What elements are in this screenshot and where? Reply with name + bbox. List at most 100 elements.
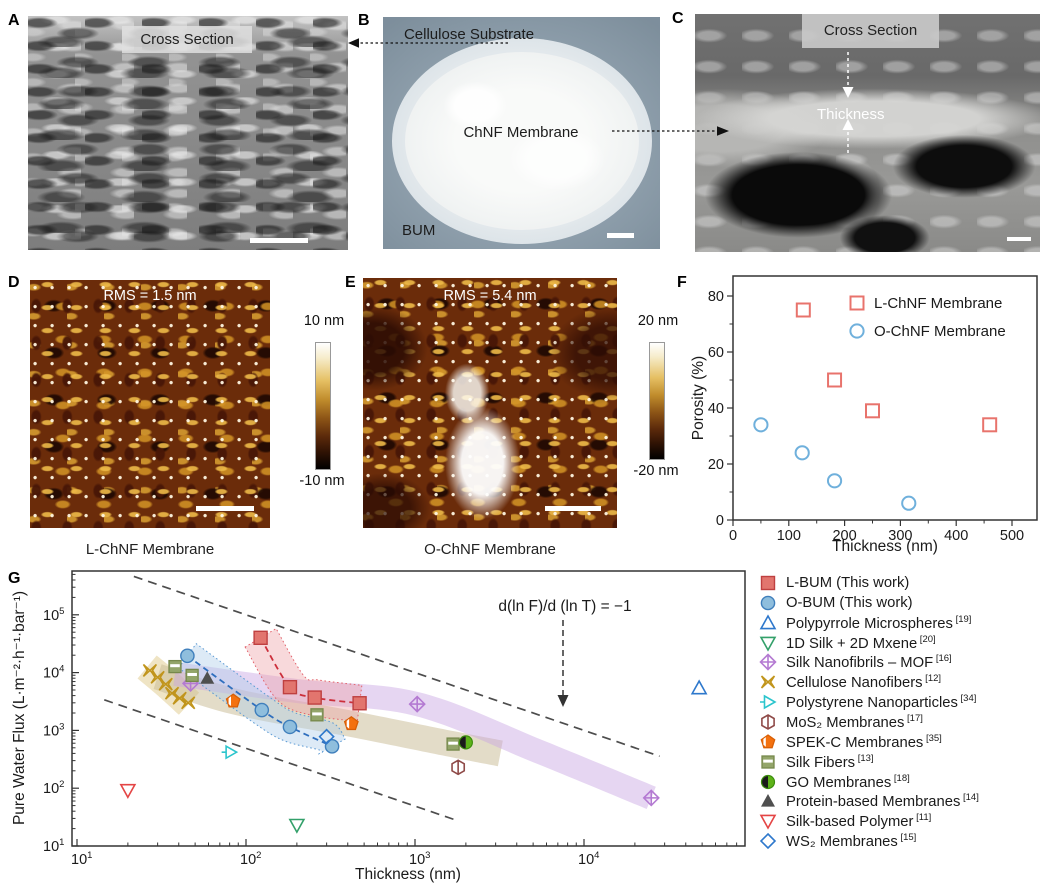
svg-text:L-ChNF Membrane: L-ChNF Membrane — [874, 295, 1002, 312]
square-filled-icon — [760, 575, 776, 591]
x-star-icon — [760, 675, 776, 689]
triangle-right-tail-icon — [221, 744, 239, 760]
series-l-chnf-membrane — [795, 302, 998, 433]
x-star-icon — [142, 663, 158, 678]
membrane-photo: Cellulose Substrate ChNF Membrane BUM — [383, 17, 660, 249]
legend-marker — [760, 595, 776, 611]
legend-item-ws2: WS₂ Membranes [15] — [758, 831, 916, 851]
axes: 0 100 200 300 400 500 0 20 40 60 80 — [708, 275, 1038, 544]
open-square-icon — [827, 372, 843, 388]
open-square-icon — [865, 403, 880, 419]
legend-label: MoS₂ Membranes [17] — [786, 712, 923, 731]
height-colorbar — [649, 342, 665, 460]
x-axis-title: Thickness (nm) — [355, 866, 461, 883]
svg-text:200: 200 — [832, 528, 856, 544]
x-star-icon — [172, 691, 187, 705]
legend-label: Silk Fibers [13] — [786, 752, 874, 771]
triangle-right-tail-icon — [760, 694, 777, 710]
membrane-disc — [405, 52, 639, 230]
height-colorbar — [315, 342, 331, 470]
scale-bar — [250, 238, 308, 243]
series-silk-fibers — [168, 659, 460, 751]
slope-annotation: d(ln F)/d (ln T) = −1 — [498, 598, 632, 707]
legend-item-spekc: SPEK-C Membranes [35] — [758, 732, 942, 752]
legend-item-snf-mof: Silk Nanofibrils – MOF [16] — [758, 652, 952, 672]
svg-text:102: 102 — [240, 850, 261, 868]
svg-text:101: 101 — [71, 850, 92, 868]
circle-filled-icon — [324, 739, 340, 754]
hexagon-vline-icon — [451, 759, 466, 776]
diamond-cross-icon — [408, 695, 426, 713]
svg-text:101: 101 — [43, 837, 64, 855]
scale-bar — [196, 506, 254, 511]
panel-a-letter: A — [8, 12, 20, 29]
legend-item-silk-mxene: 1D Silk + 2D Mxene [20] — [758, 633, 936, 653]
legend: L-ChNF Membrane O-ChNF Membrane — [849, 295, 1006, 340]
legend-item-go: GO Membranes [18] — [758, 772, 910, 792]
svg-text:0: 0 — [716, 513, 724, 529]
svg-text:105: 105 — [43, 606, 64, 624]
triangle-down-open-icon — [759, 636, 777, 652]
band-obum-halo — [177, 643, 346, 755]
svg-text:104: 104 — [43, 664, 64, 682]
panel-b-letter: B — [358, 12, 370, 29]
triangle-filled-icon — [761, 794, 775, 807]
series-go — [458, 735, 473, 750]
afm-image-o-chnf — [363, 278, 617, 528]
legend-item-lbum: L-BUM (This work) — [758, 573, 909, 593]
band-purple-trend — [173, 662, 656, 809]
svg-text:103: 103 — [409, 850, 430, 868]
x-star-icon — [164, 686, 180, 700]
open-circle-icon — [794, 445, 810, 461]
y-axis-title: Porosity (%) — [690, 356, 707, 440]
triangle-down-open-icon — [288, 818, 306, 834]
legend-marker — [761, 794, 775, 807]
panel-f-letter: F — [677, 274, 687, 291]
svg-text:300: 300 — [888, 528, 912, 544]
legend-marker — [760, 774, 776, 789]
svg-text:40: 40 — [708, 401, 724, 417]
square-striped-icon — [168, 659, 182, 674]
x-star-icon — [158, 677, 173, 691]
series-silk-polymer — [119, 783, 137, 799]
pentagon-half-icon — [760, 733, 776, 749]
band-lbum-halo — [244, 627, 363, 722]
series-silk-mxene — [288, 818, 306, 834]
legend-item-silk-polymer: Silk-based Polymer [11] — [758, 811, 931, 831]
series-polystyrene — [221, 744, 239, 760]
band-tan-trend — [153, 664, 503, 767]
square-filled-icon — [253, 630, 268, 646]
svg-text:60: 60 — [708, 345, 724, 361]
panel-e-letter: E — [345, 274, 356, 291]
legend-label: Polystyrene Nanoparticles [34] — [786, 693, 977, 712]
panel-g-letter: G — [8, 570, 21, 587]
svg-text:500: 500 — [1000, 528, 1024, 544]
diamond-open-icon — [759, 832, 777, 850]
series-cnf — [142, 663, 196, 710]
circle-half-icon — [760, 774, 776, 789]
circle-filled-icon — [282, 719, 298, 735]
legend-label: Silk Nanofibrils – MOF [16] — [786, 653, 952, 672]
svg-text:0: 0 — [729, 528, 737, 544]
series-protein — [200, 671, 215, 684]
scale-bar — [607, 233, 634, 238]
cross-section-label: Cross Section — [122, 26, 252, 53]
triangle-down-open-icon — [119, 783, 137, 799]
legend-label: L-BUM (This work) — [786, 575, 910, 591]
triangle-filled-icon — [200, 671, 215, 684]
legend-label: Polypyrrole Microspheres [19] — [786, 613, 972, 632]
svg-text:103: 103 — [43, 721, 64, 739]
legend-item-protein: Protein-based Membranes [14] — [758, 791, 979, 811]
svg-text:400: 400 — [944, 528, 968, 544]
slope-guide-lines — [103, 575, 660, 822]
open-circle-icon — [826, 473, 843, 489]
legend-marker — [760, 694, 777, 710]
square-striped-icon — [761, 754, 775, 769]
open-circle-icon — [849, 323, 865, 339]
afm-image-l-chnf — [30, 280, 270, 528]
legend-item-mos2: MoS₂ Membranes [17] — [758, 712, 923, 732]
series-ws2 — [318, 728, 335, 745]
square-striped-icon — [310, 708, 324, 722]
triangle-up-open-icon — [759, 614, 777, 630]
